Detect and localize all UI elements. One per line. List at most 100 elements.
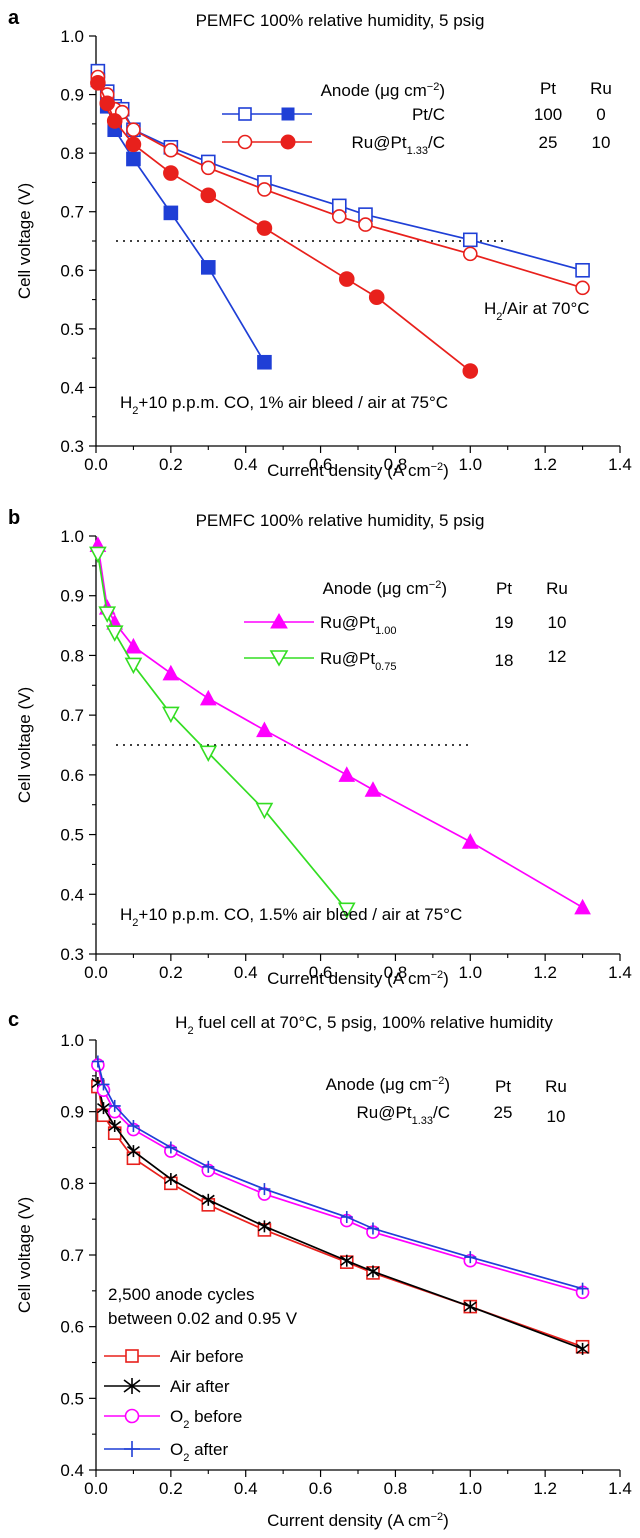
legend-b-marker-open-triangle <box>269 650 289 667</box>
chart-b-xlabel: Current density (A cm−2) <box>267 969 449 988</box>
data-point <box>575 280 590 296</box>
chart-c-annotation-line-1: between 0.02 and 0.95 V <box>108 1309 298 1328</box>
series-line <box>97 553 348 911</box>
chart-panel-c: c H2 fuel cell at 70°C, 5 psig, 100% rel… <box>0 1000 640 1538</box>
chart-a-legend-row-1: Ru@Pt1.33/C 25 10 <box>222 133 610 157</box>
data-point <box>200 260 216 275</box>
y-tick-label: 0.8 <box>60 1174 84 1193</box>
chart-c-series-group <box>91 1055 590 1355</box>
y-tick-label: 0.6 <box>60 261 84 280</box>
data-point <box>331 209 347 224</box>
chart-b-legend-row-1: Ru@Pt0.75 18 12 <box>244 647 566 673</box>
chart-c-legend-pt-0: 25 <box>494 1103 513 1122</box>
chart-a-legend-pt-1: 25 <box>539 133 558 152</box>
data-point <box>97 1078 110 1091</box>
y-tick-label: 0.5 <box>60 1389 84 1408</box>
y-tick-label: 0.4 <box>60 378 84 397</box>
x-tick-label: 0.8 <box>384 455 408 474</box>
data-point <box>576 1342 590 1355</box>
chart-a-svg: a PEMFC 100% relative humidity, 5 psig 0… <box>8 7 632 480</box>
data-point <box>340 1254 354 1267</box>
data-point <box>99 95 116 112</box>
chart-a-legend-row-0: Pt/C 100 0 <box>222 105 606 124</box>
panel-label-c: c <box>8 1009 19 1031</box>
data-point <box>255 802 274 820</box>
data-point <box>127 1120 140 1132</box>
chart-a-legend-name-0: Pt/C <box>412 105 445 124</box>
data-point <box>163 205 179 221</box>
legend-a-marker-open-square <box>238 107 252 121</box>
panel-label-b: b <box>8 507 20 529</box>
data-point <box>164 1173 178 1186</box>
x-tick-label: 0.2 <box>159 1479 183 1498</box>
data-point <box>257 1220 271 1233</box>
data-point <box>574 898 591 915</box>
y-tick-label: 0.6 <box>60 766 84 785</box>
chart-a-ylabel: Cell voltage (V) <box>15 183 34 299</box>
data-point <box>202 1160 215 1173</box>
data-point <box>125 136 142 153</box>
x-tick-label: 0.6 <box>309 963 333 982</box>
data-point <box>201 1193 215 1206</box>
y-tick-label: 0.9 <box>60 1103 84 1122</box>
legend-c-label-o2-before: O2 before <box>170 1407 242 1431</box>
chart-a-legend-col-ru: Ru <box>590 79 612 98</box>
chart-a-legend-ru-1: 10 <box>592 133 611 152</box>
y-tick-label: 0.7 <box>60 1246 84 1265</box>
data-point <box>576 1282 589 1295</box>
series-line <box>97 76 583 289</box>
data-point <box>105 625 124 642</box>
y-tick-label: 0.4 <box>60 885 84 904</box>
chart-c-legend-col-ru: Ru <box>545 1077 567 1096</box>
x-tick-label: 1.4 <box>608 963 632 982</box>
legend-c-marker-circle <box>124 1408 140 1424</box>
data-point <box>338 271 355 287</box>
chart-b-legend-col-ru: Ru <box>546 579 568 598</box>
data-point <box>366 1265 380 1278</box>
chart-b-legend-col-pt: Pt <box>496 579 512 598</box>
y-tick-label: 0.5 <box>60 320 84 339</box>
y-tick-label: 0.8 <box>60 144 84 163</box>
legend-c-marker-square <box>125 1349 139 1363</box>
chart-a-legend-pt-0: 100 <box>534 105 562 124</box>
data-point <box>164 1141 177 1154</box>
x-tick-label: 1.2 <box>533 1479 557 1498</box>
x-tick-label: 0.0 <box>84 1479 108 1498</box>
y-tick-label: 1.0 <box>60 527 84 546</box>
y-tick-label: 0.9 <box>60 86 84 105</box>
chart-c-legend-name-0: Ru@Pt1.33/C <box>357 1103 450 1127</box>
chart-b-annotation-co: H2+10 p.p.m. CO, 1.5% air bleed / air at… <box>120 905 462 929</box>
chart-panel-b: b PEMFC 100% relative humidity, 5 psig 0… <box>0 500 640 1000</box>
x-tick-label: 1.2 <box>533 963 557 982</box>
data-point <box>199 745 218 762</box>
legend-a-marker-filled-square <box>281 107 295 121</box>
chart-a-title: PEMFC 100% relative humidity, 5 psig <box>196 11 485 30</box>
chart-c-svg: c H2 fuel cell at 70°C, 5 psig, 100% rel… <box>8 1009 632 1530</box>
data-point <box>462 246 478 262</box>
x-tick-label: 0.4 <box>234 1479 258 1498</box>
chart-panel-a: a PEMFC 100% relative humidity, 5 psig 0… <box>0 0 640 500</box>
x-tick-label: 1.0 <box>458 963 482 982</box>
data-point <box>364 781 382 797</box>
legend-c-row-air-after: Air after <box>104 1377 230 1396</box>
series-1-1 <box>89 546 356 920</box>
x-tick-label: 1.4 <box>608 1479 632 1498</box>
panel-label-a: a <box>8 7 20 29</box>
chart-a-legend-ru-0: 0 <box>596 105 605 124</box>
legend-c-row-o2-after: O2 after <box>104 1440 228 1464</box>
data-point <box>90 75 106 91</box>
chart-b-legend-row-0: Ru@Pt1.00 19 10 <box>244 612 567 637</box>
chart-c-annotation-line-0: 2,500 anode cycles <box>108 1285 255 1304</box>
series-0-2 <box>90 69 590 296</box>
chart-c-series-legend: Air before Air after O2 before <box>104 1347 244 1464</box>
legend-c-marker-plus <box>124 1441 140 1457</box>
data-point <box>258 1183 271 1196</box>
chart-b-legend-ru-0: 10 <box>548 613 567 632</box>
series-line <box>97 79 266 363</box>
x-tick-label: 1.4 <box>608 455 632 474</box>
chart-c-ticks: 0.0 0.2 0.4 0.6 0.8 1.0 1.2 1.4 0.4 0.5 0.6 0.7 0.8 0… <box>60 1031 631 1498</box>
data-point <box>91 1055 104 1068</box>
data-point <box>256 220 273 236</box>
x-tick-label: 0.2 <box>159 963 183 982</box>
chart-c-ylabel: Cell voltage (V) <box>15 1197 34 1313</box>
